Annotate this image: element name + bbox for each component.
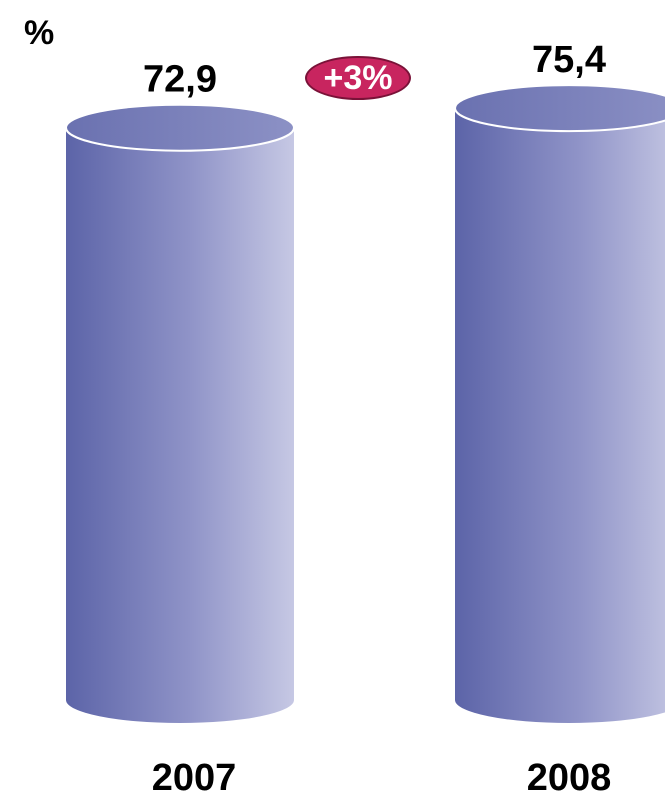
category-label-2007: 2007 [152,757,237,799]
bar-top-2007 [65,103,295,152]
value-label-2008: 75,4 [532,39,606,81]
change-badge: +3% [305,56,411,100]
bar-top-2008 [454,84,665,133]
bars-layer: 72,9 2007 75,4 2008 [65,39,665,799]
bar-2007: 72,9 2007 [65,59,295,799]
bar-2008: 75,4 2008 [454,39,665,799]
bar-body-2008 [455,108,665,723]
bar-body-2007 [66,127,294,724]
category-label-2008: 2008 [527,757,612,799]
unit-label: % [24,14,55,52]
value-label-2007: 72,9 [143,59,217,101]
